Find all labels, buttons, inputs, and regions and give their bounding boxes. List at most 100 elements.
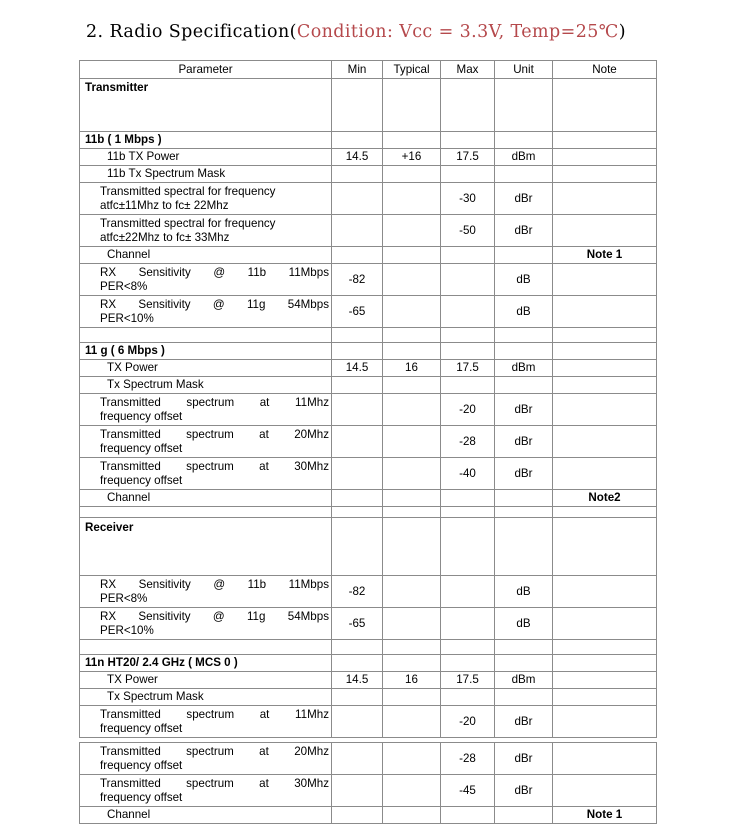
cell-typical (382, 575, 441, 608)
cell-max (440, 263, 495, 296)
table-row: Transmitted spectrum at 11Mhz frequency o… (79, 393, 657, 426)
cell-parameter: 11b TX Power (79, 148, 332, 166)
table-row-spacer (79, 327, 657, 343)
cell-min (331, 165, 383, 183)
parameter-text-line2: PER<10% (100, 623, 154, 637)
cell-note (552, 131, 657, 149)
cell-max (440, 295, 495, 328)
cell-parameter (79, 639, 332, 655)
cell-unit (494, 688, 553, 706)
parameter-text: Transmitted spectrum at 30Mhz frequency o… (100, 776, 329, 804)
parameter-text-line2: PER<8% (100, 591, 148, 605)
table-row: Channel Note 1 (79, 806, 657, 824)
cell-max: -28 (440, 742, 495, 775)
cell-unit: dB (494, 263, 553, 296)
table-row: RX Sensitivity @ 11g 54Mbps PER<10% -65 dB (79, 295, 657, 328)
cell-note (552, 376, 657, 394)
cell-parameter: Transmitted spectrum at 30Mhz frequency o… (79, 457, 332, 490)
cell-unit: dBm (494, 359, 553, 377)
table-row: RX Sensitivity @ 11g 54Mbps PER<10% -65 dB (79, 607, 657, 640)
table-header-row: Parameter Min Typical Max Unit Note (79, 60, 657, 79)
parameter-text: Transmitted spectrum at 20Mhz frequency o… (100, 744, 329, 772)
cell-typical (382, 705, 441, 738)
cell-note (552, 359, 657, 377)
cell-max (440, 246, 495, 264)
cell-unit: dBr (494, 393, 553, 426)
cell-typical: +16 (382, 148, 441, 166)
cell-parameter: 11n HT20/ 2.4 GHz ( MCS 0 ) (79, 654, 332, 672)
cell-note (552, 165, 657, 183)
table-row: Transmitted spectrum at 30Mhz frequency o… (79, 457, 657, 490)
cell-unit: dBr (494, 182, 553, 215)
cell-typical (382, 742, 441, 775)
cell-max (440, 806, 495, 824)
cell-typical (382, 607, 441, 640)
cell-unit (494, 639, 553, 655)
cell-unit (494, 376, 553, 394)
cell-parameter: Tx Spectrum Mask (79, 688, 332, 706)
cell-min (331, 742, 383, 775)
cell-note: Note 1 (552, 806, 657, 824)
cell-min: -82 (331, 263, 383, 296)
cell-note (552, 607, 657, 640)
page-title-open-paren: ( (289, 22, 297, 42)
cell-parameter: Transmitted spectral for frequency atfc±… (79, 182, 332, 215)
parameter-text: RX Sensitivity @ 11g 54Mbps PER<10% (100, 297, 329, 325)
cell-typical (382, 327, 441, 343)
parameter-text: RX Sensitivity @ 11b 11Mbps PER<8% (100, 577, 329, 605)
table-row: Transmitted spectrum at 11Mhz frequency o… (79, 705, 657, 738)
cell-unit: dBr (494, 425, 553, 458)
table-row: Channel Note2 (79, 489, 657, 507)
cell-parameter: Transmitted spectrum at 30Mhz frequency o… (79, 774, 332, 807)
cell-typical (382, 263, 441, 296)
table-row-section: 11 g ( 6 Mbps ) (79, 342, 657, 360)
page-title-condition: Condition: Vcc = 3.3V, Temp=25℃ (296, 22, 619, 42)
table-row: Transmitted spectral for frequency atfc±… (79, 214, 657, 247)
cell-parameter: 11 g ( 6 Mbps ) (79, 342, 332, 360)
cell-unit: dB (494, 607, 553, 640)
cell-parameter: TX Power (79, 359, 332, 377)
cell-parameter: RX Sensitivity @ 11b 11Mbps PER<8% (79, 575, 332, 608)
parameter-text: Transmitted spectrum at 20Mhz frequency o… (100, 427, 329, 455)
cell-note (552, 263, 657, 296)
cell-unit (494, 654, 553, 672)
cell-typical (382, 165, 441, 183)
cell-max: -45 (440, 774, 495, 807)
parameter-text-line2: frequency offset (100, 790, 183, 804)
cell-unit (494, 489, 553, 507)
cell-min: -82 (331, 575, 383, 608)
cell-parameter: 11b Tx Spectrum Mask (79, 165, 332, 183)
cell-parameter: Transmitted spectrum at 20Mhz frequency o… (79, 425, 332, 458)
cell-typical (382, 457, 441, 490)
radio-specification-table-part2: Transmitted spectrum at 20Mhz frequency o… (79, 742, 657, 824)
cell-typical: 16 (382, 359, 441, 377)
cell-unit (494, 806, 553, 824)
cell-min (331, 705, 383, 738)
cell-note (552, 774, 657, 807)
cell-min: 14.5 (331, 359, 383, 377)
cell-unit (494, 165, 553, 183)
cell-min (331, 246, 383, 264)
cell-min (331, 774, 383, 807)
cell-unit (494, 131, 553, 149)
table-row: TX Power 14.5 16 17.5 dBm (79, 671, 657, 689)
cell-max (440, 575, 495, 608)
cell-unit: dB (494, 575, 553, 608)
radio-specification-table-wrapper: Parameter Min Typical Max Unit Note Tran… (79, 60, 657, 824)
table-row: 11b Tx Spectrum Mask (79, 165, 657, 183)
cell-note (552, 342, 657, 360)
cell-note (552, 654, 657, 672)
table-row: Tx Spectrum Mask (79, 688, 657, 706)
cell-max: -20 (440, 705, 495, 738)
cell-parameter (79, 327, 332, 343)
column-header-typical: Typical (382, 60, 441, 79)
cell-unit (494, 517, 553, 576)
cell-unit (494, 327, 553, 343)
cell-note (552, 214, 657, 247)
cell-typical (382, 246, 441, 264)
cell-note (552, 425, 657, 458)
parameter-text-line2: frequency offset (100, 758, 183, 772)
cell-unit: dBr (494, 705, 553, 738)
cell-min (331, 376, 383, 394)
table-row: TX Power 14.5 16 17.5 dBm (79, 359, 657, 377)
